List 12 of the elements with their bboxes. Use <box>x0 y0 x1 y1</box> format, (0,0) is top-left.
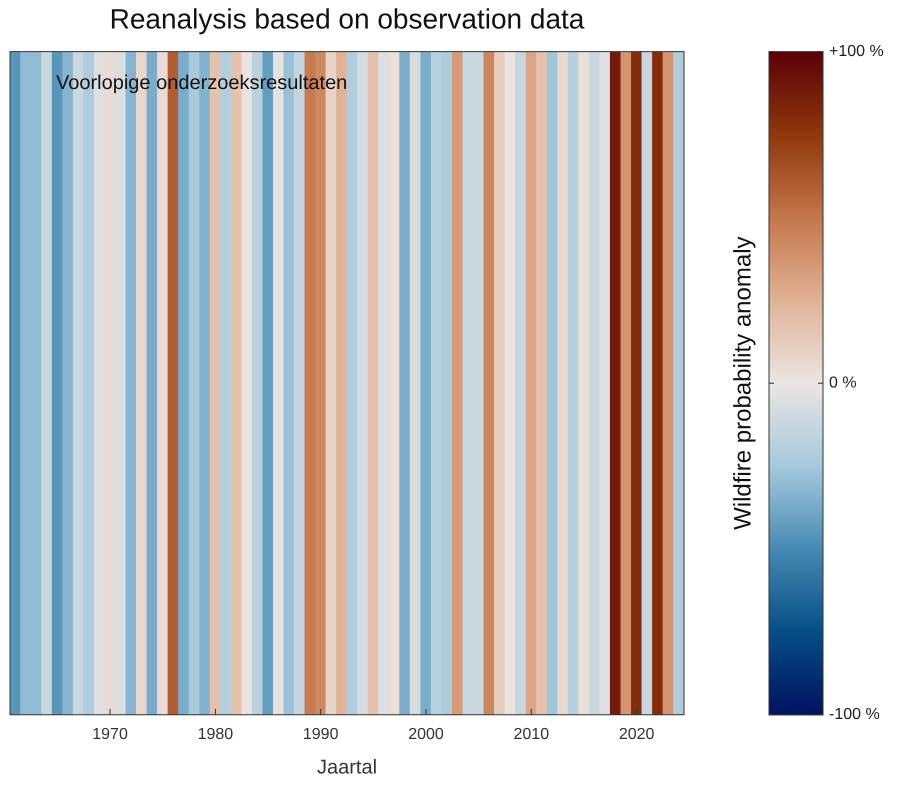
x-tick-label: 1990 <box>302 726 339 743</box>
color-bar-label: 0 % <box>829 374 857 392</box>
x-tick-label: 2000 <box>408 726 444 743</box>
chart-title: Reanalysis based on observation data <box>110 4 585 35</box>
x-tick-label: 1980 <box>198 726 234 743</box>
color-bar-label: -100 % <box>829 706 880 724</box>
color-bar-label: +100 % <box>829 43 884 60</box>
x-tick-label: 2010 <box>514 726 550 743</box>
x-tick-label: 1970 <box>92 726 128 743</box>
x-tick-label: 2020 <box>618 726 655 743</box>
color-bar-title: Wildfire probability anomaly <box>730 236 757 530</box>
x-axis-title: Jaartal <box>316 756 378 779</box>
